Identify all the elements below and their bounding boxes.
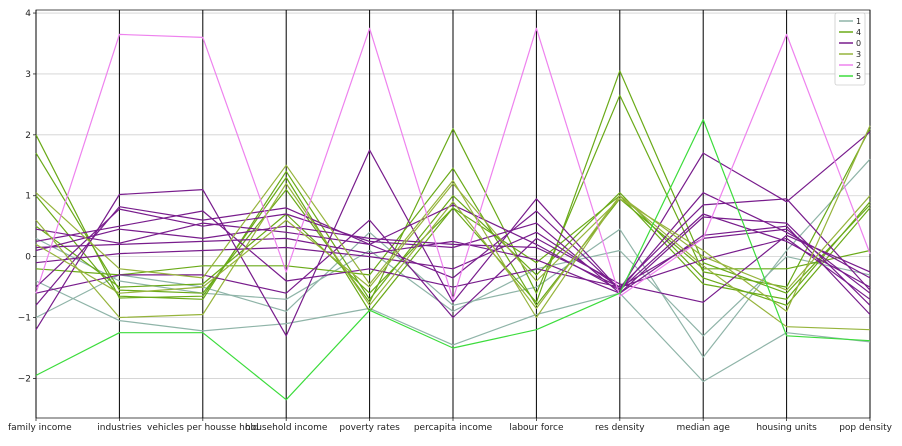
x-tick-label: housing units [756,423,817,433]
series-line-0 [35,204,871,291]
legend: 1 4 0 3 2 5 [834,12,866,86]
series-line-0 [35,231,871,300]
series-line-5 [35,118,871,401]
y-ticks: −2 −1 0 1 2 3 4 [18,9,36,384]
series-line-1 [35,158,871,358]
series-line-3 [35,125,871,312]
legend-label: 1 [856,17,861,26]
x-tick-label: res density [595,423,645,433]
y-tick-label: −1 [18,314,31,324]
x-tick-label: household income [245,423,328,433]
legend-box [834,12,866,86]
legend-label: 5 [856,72,861,81]
y-tick-label: 3 [25,70,31,80]
series-line-2 [35,27,871,300]
series-line-3 [35,183,871,331]
legend-label: 2 [856,61,861,70]
x-tick-label: labour force [509,423,564,433]
series-line-0 [35,198,871,291]
series-line-3 [35,164,871,319]
series-lines [35,27,871,401]
series-line-0 [35,225,871,315]
x-tick-label: median age [677,423,731,433]
x-tick-label: poverty rates [339,423,400,433]
legend-label: 3 [856,50,861,59]
series-line-4 [35,170,871,306]
y-tick-label: 2 [25,131,31,141]
series-line-4 [35,195,871,300]
series-line-1 [35,280,871,383]
y-tick-label: 0 [25,253,31,263]
axis-lines [35,10,871,418]
x-tick-label: family income [8,423,72,433]
series-line-0 [35,208,871,306]
y-tick-label: 1 [25,192,31,202]
series-line-4 [35,167,871,306]
x-ticks: family income industries vehicles per hous… [8,418,893,433]
x-tick-label: pop density [839,423,892,433]
y-tick-label: −2 [18,374,31,384]
x-tick-label: industries [97,423,142,433]
x-tick-label: vehicles per housse hold [147,423,259,433]
legend-label: 0 [856,39,861,48]
legend-label: 4 [856,28,861,37]
series-line-4 [35,94,871,303]
series-line-0 [35,210,871,294]
x-tick-label: percapita income [414,423,493,433]
y-tick-label: 4 [25,9,31,19]
